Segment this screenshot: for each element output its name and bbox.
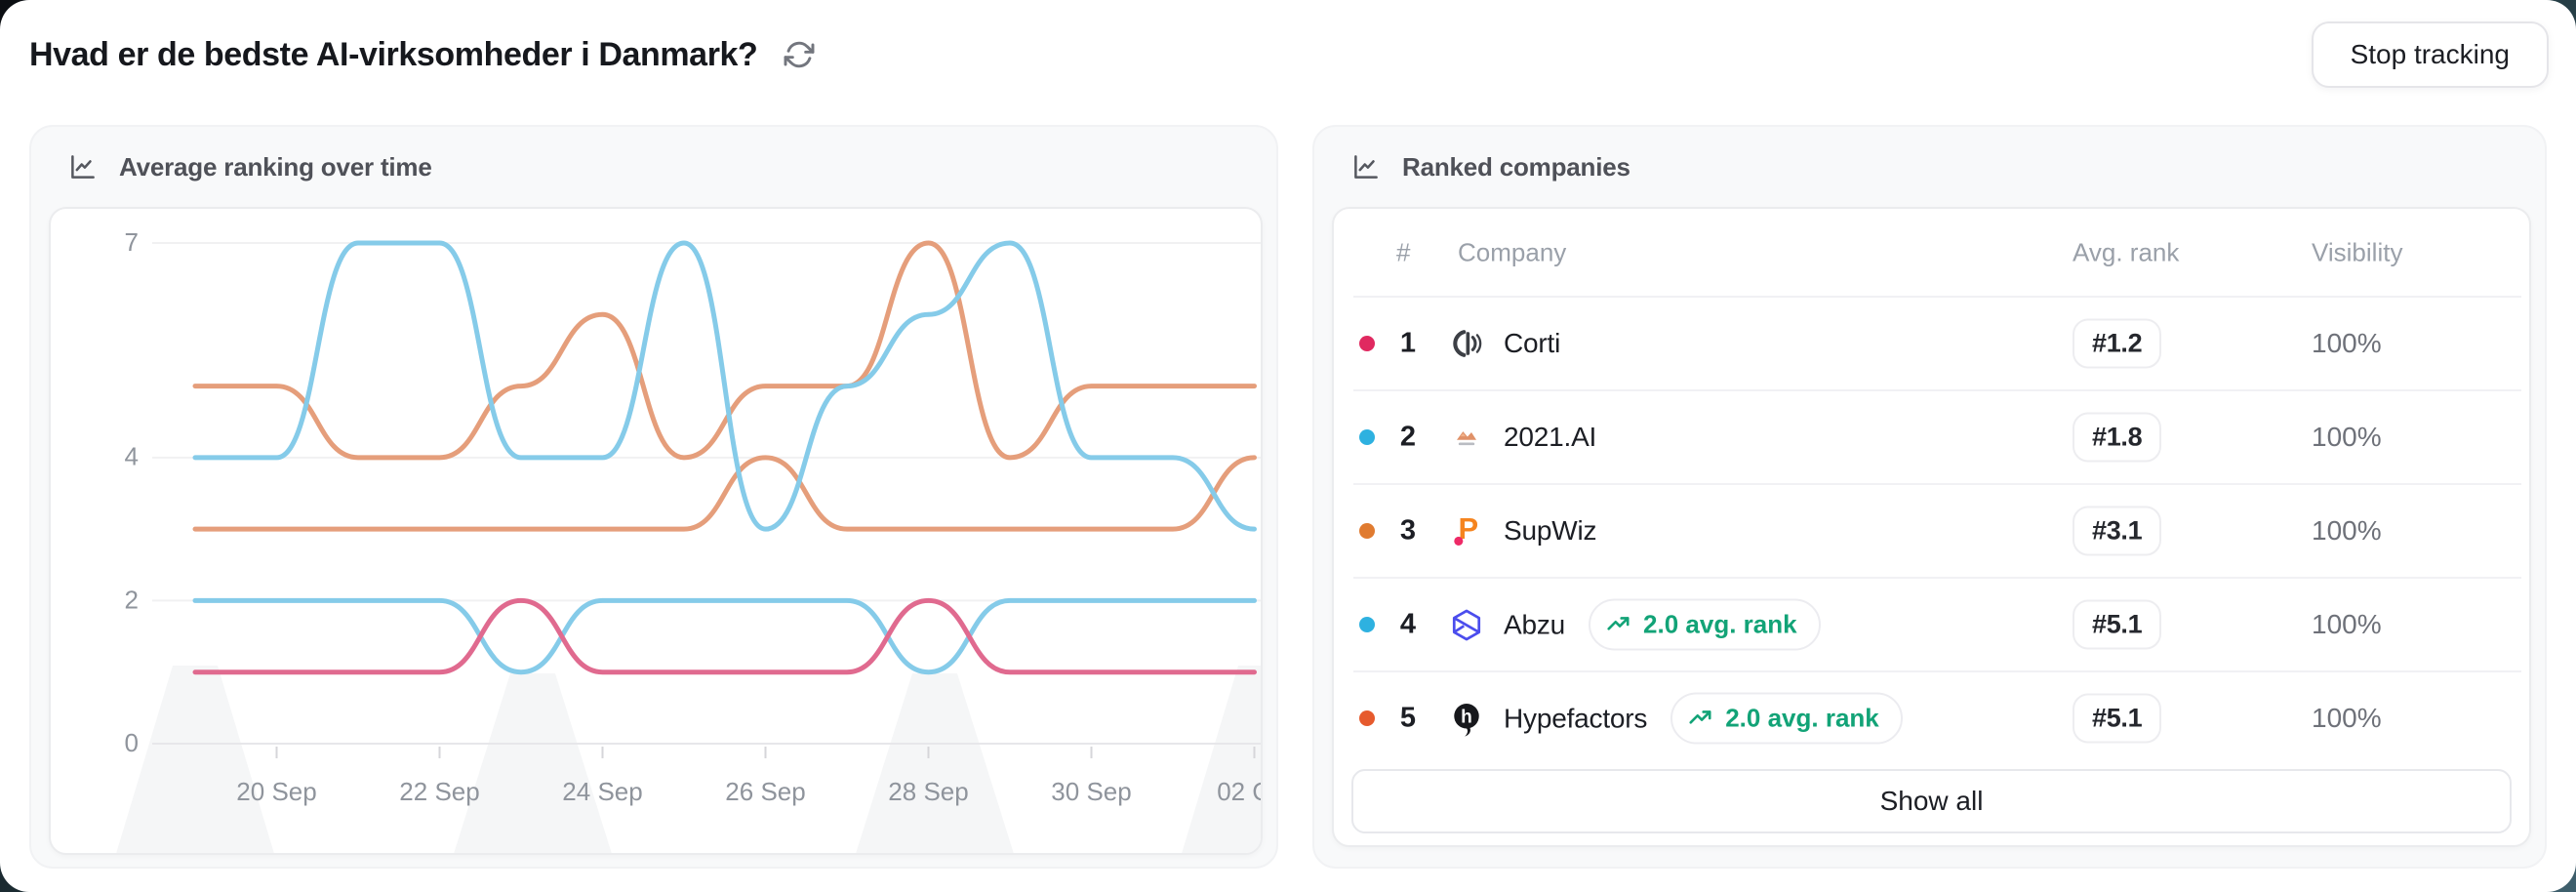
col-header-rank: # — [1396, 238, 1410, 268]
rank-number: 3 — [1389, 515, 1428, 547]
title-wrap: Hvad er de bedste AI-virksomheder i Danm… — [29, 21, 816, 88]
table-header-row: # Company Avg. rank Visibility — [1334, 209, 2529, 297]
series-color-dot — [1359, 617, 1375, 632]
ranking-line-chart: 7 4 2 0 20 Sep 22 Sep 24 Sep 26 Sep 28 Sep 30 Sep… — [51, 209, 1263, 855]
companies-table: # Company Avg. rank Visibility 1 — [1332, 207, 2531, 847]
rank-number: 2 — [1389, 422, 1428, 454]
table-row[interactable]: 5 h Hypefactors — [1334, 671, 2529, 765]
rank-number: 1 — [1389, 328, 1428, 360]
average-ranking-card: Average ranking over time 7 4 2 0 20 Sep 22 S… — [29, 125, 1278, 869]
corti-logo-icon — [1445, 322, 1488, 365]
svg-text:20 Sep: 20 Sep — [236, 777, 316, 806]
company-name: Corti — [1504, 328, 1560, 359]
col-header-company: Company — [1458, 238, 1566, 268]
col-header-avg-rank: Avg. rank — [2073, 238, 2179, 268]
abzu-logo-icon — [1445, 603, 1488, 646]
refresh-icon[interactable] — [783, 38, 816, 71]
table-row[interactable]: 4 Abzu — [1334, 578, 2529, 671]
company-cell: Abzu 2.0 avg. rank — [1445, 599, 1821, 651]
company-cell: Corti — [1445, 322, 1560, 365]
app-window: Hvad er de bedste AI-virksomheder i Danm… — [0, 0, 2576, 892]
page-title: Hvad er de bedste AI-virksomheder i Danm… — [29, 21, 757, 88]
company-name: Abzu — [1504, 609, 1565, 640]
table-row[interactable]: 2 2021.AI — [1334, 390, 2529, 484]
chart-canvas[interactable]: 7 4 2 0 20 Sep 22 Sep 24 Sep 26 Sep 28 Sep 30 Sep… — [49, 207, 1263, 855]
company-name: 2021.AI — [1504, 422, 1596, 453]
svg-text:7: 7 — [125, 227, 139, 257]
visibility-value: 100% — [2312, 515, 2382, 547]
company-name: SupWiz — [1504, 515, 1596, 547]
visibility-value: 100% — [2312, 328, 2382, 359]
svg-text:22 Sep: 22 Sep — [399, 777, 479, 806]
ranked-companies-card: Ranked companies # Company Avg. rank Vis… — [1312, 125, 2547, 869]
series-color-dot — [1359, 523, 1375, 539]
stop-tracking-button[interactable]: Stop tracking — [2312, 21, 2549, 88]
avg-rank-badge: #1.8 — [2073, 413, 2161, 463]
line-chart-icon — [1351, 152, 1381, 182]
line-chart-icon — [68, 152, 98, 182]
trending-up-icon — [1606, 612, 1631, 637]
supwiz-logo-icon: P — [1445, 509, 1488, 552]
svg-text:28 Sep: 28 Sep — [888, 777, 968, 806]
svg-text:0: 0 — [125, 728, 139, 757]
svg-text:26 Sep: 26 Sep — [725, 777, 805, 806]
svg-text:02 Oct: 02 Oct — [1217, 777, 1263, 806]
svg-text:24 Sep: 24 Sep — [562, 777, 642, 806]
screen: Hvad er de bedste AI-virksomheder i Danm… — [0, 0, 2576, 892]
trend-label: 2.0 avg. rank — [1643, 610, 1797, 640]
rank-number: 5 — [1389, 703, 1428, 735]
series-color-dot — [1359, 710, 1375, 726]
avg-rank-badge: #5.1 — [2073, 600, 2161, 650]
series-color-dot — [1359, 336, 1375, 351]
visibility-value: 100% — [2312, 422, 2382, 453]
company-cell: P SupWiz — [1445, 509, 1596, 552]
cards-row: Average ranking over time 7 4 2 0 20 Sep 22 S… — [0, 125, 2576, 869]
chart-card-header: Average ranking over time — [49, 127, 1259, 207]
2021ai-logo-icon — [1445, 416, 1488, 459]
trend-badge: 2.0 avg. rank — [1589, 599, 1821, 651]
company-cell: 2021.AI — [1445, 416, 1596, 459]
trend-label: 2.0 avg. rank — [1725, 704, 1879, 734]
trend-badge: 2.0 avg. rank — [1670, 693, 1903, 745]
hypefactors-logo-icon: h — [1445, 697, 1488, 740]
svg-text:h: h — [1461, 707, 1472, 727]
svg-text:2: 2 — [125, 585, 139, 614]
table-row[interactable]: 3 P SupWiz — [1334, 484, 2529, 578]
company-name: Hypefactors — [1504, 703, 1647, 734]
visibility-value: 100% — [2312, 609, 2382, 640]
chart-card-title: Average ranking over time — [119, 152, 432, 182]
trending-up-icon — [1688, 706, 1713, 731]
rank-number: 4 — [1389, 609, 1428, 641]
table-card-title: Ranked companies — [1402, 152, 1630, 182]
table-row[interactable]: 1 Corti — [1334, 297, 2529, 390]
show-all-button[interactable]: Show all — [1351, 769, 2512, 833]
avg-rank-badge: #1.2 — [2073, 319, 2161, 369]
svg-text:4: 4 — [125, 442, 139, 471]
col-header-visibility: Visibility — [2312, 238, 2402, 268]
avg-rank-badge: #3.1 — [2073, 507, 2161, 556]
company-cell: h Hypefactors 2.0 avg. rank — [1445, 693, 1903, 745]
table-card-header: Ranked companies — [1332, 127, 2527, 207]
avg-rank-badge: #5.1 — [2073, 694, 2161, 744]
visibility-value: 100% — [2312, 703, 2382, 734]
svg-text:30 Sep: 30 Sep — [1051, 777, 1131, 806]
series-color-dot — [1359, 429, 1375, 445]
topbar: Hvad er de bedste AI-virksomheder i Danm… — [0, 0, 2576, 125]
